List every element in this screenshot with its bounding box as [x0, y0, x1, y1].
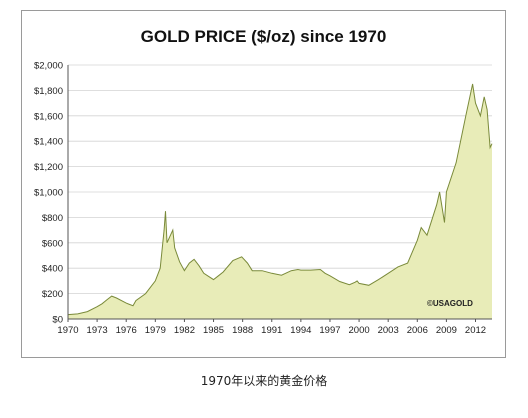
copyright-label: ©USAGOLD	[427, 299, 473, 308]
x-tick-labels: 1970 1973 1976 1979 1982 1985 1988 1991 1994 1997…	[57, 319, 486, 336]
y-tick-label-3: $600	[42, 238, 63, 249]
x-tick-label-14: 2012	[465, 325, 486, 336]
y-tick-label-9: $1,800	[34, 86, 63, 97]
axes	[67, 65, 492, 320]
x-tick-label-8: 1994	[290, 325, 311, 336]
x-tick-label-10: 2000	[349, 325, 370, 336]
x-tick-label-9: 1997	[319, 325, 340, 336]
y-tick-label-10: $2,000	[34, 61, 63, 72]
chart-plot: $0 $200 $400 $600 $800 $1,000 $1,200 $1,400 $1,6…	[34, 61, 493, 336]
x-tick-label-0: 1970	[57, 325, 78, 336]
y-tick-label-8: $1,600	[34, 111, 63, 122]
y-tick-label-4: $800	[42, 213, 63, 224]
x-tick-label-6: 1988	[232, 325, 253, 336]
y-tick-labels: $0 $200 $400 $600 $800 $1,000 $1,200 $1,400 $1,6…	[34, 61, 63, 326]
x-tick-label-5: 1985	[203, 325, 224, 336]
x-tick-label-11: 2003	[378, 325, 399, 336]
y-tick-label-5: $1,000	[34, 188, 63, 199]
x-tick-label-1: 1973	[87, 325, 108, 336]
x-tick-label-12: 2006	[407, 325, 428, 336]
y-tick-label-1: $200	[42, 289, 63, 300]
x-tick-label-13: 2009	[436, 325, 457, 336]
gold-price-area	[68, 84, 492, 319]
x-tick-label-3: 1979	[145, 325, 166, 336]
x-tick-label-4: 1982	[174, 325, 195, 336]
x-tick-label-2: 1976	[116, 325, 137, 336]
y-tick-label-7: $1,400	[34, 137, 63, 148]
y-tick-label-2: $400	[42, 264, 63, 275]
figure-caption: 1970年以来的黄金价格	[200, 374, 328, 388]
y-tick-label-6: $1,200	[34, 162, 63, 173]
chart-title: GOLD PRICE ($/oz) since 1970	[140, 27, 387, 46]
y-tick-label-0: $0	[52, 315, 63, 326]
gold-price-line	[67, 83, 493, 316]
chart-frame: GOLD PRICE ($/oz) since 1970 $0 $200 $400 $…	[21, 10, 506, 358]
x-tick-label-7: 1991	[261, 325, 282, 336]
